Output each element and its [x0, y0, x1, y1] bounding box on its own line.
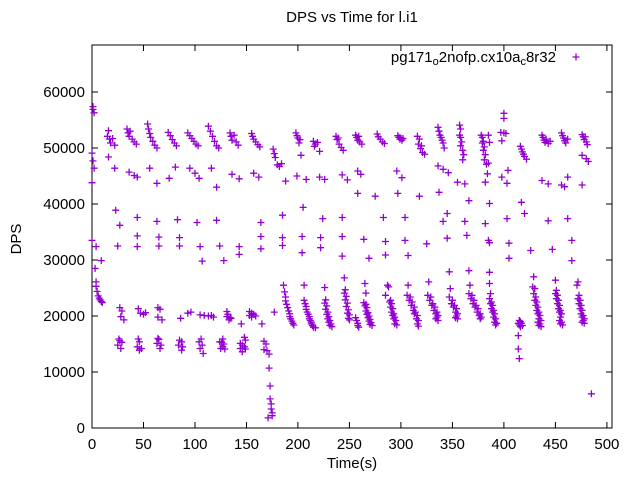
legend: pg171o2nofp.cx10ac8r32	[391, 49, 580, 68]
x-tick-label: 100	[182, 436, 207, 453]
chart-title: DPS vs Time for l.i1	[286, 9, 418, 26]
x-tick-label: 200	[285, 436, 310, 453]
x-tick-label: 150	[234, 436, 259, 453]
x-tick-label: 300	[388, 436, 413, 453]
y-tick-label: 30000	[43, 252, 85, 269]
plot-border	[91, 44, 613, 429]
y-tick-label: 0	[77, 420, 85, 437]
x-tick-label: 450	[543, 436, 568, 453]
x-tick-label: 400	[491, 436, 516, 453]
y-tick-label: 50000	[43, 140, 85, 157]
y-tick-label: 60000	[43, 84, 85, 101]
x-tick-label: 250	[337, 436, 362, 453]
y-axis-label: DPS	[8, 223, 25, 255]
y-tick-label: 20000	[43, 308, 85, 325]
legend-label: pg171o2nofp.cx10ac8r32	[391, 49, 556, 68]
x-tick-label: 50	[135, 436, 152, 453]
y-tick-label: 40000	[43, 196, 85, 213]
y-tick-label: 10000	[43, 364, 85, 381]
x-axis-label: Time(s)	[326, 455, 378, 472]
scatter-points	[88, 103, 595, 422]
legend-marker	[572, 53, 580, 61]
x-tick-label: 0	[88, 436, 96, 453]
x-tick-label: 500	[594, 436, 619, 453]
axis-ticks	[91, 45, 612, 429]
x-tick-label: 350	[440, 436, 465, 453]
